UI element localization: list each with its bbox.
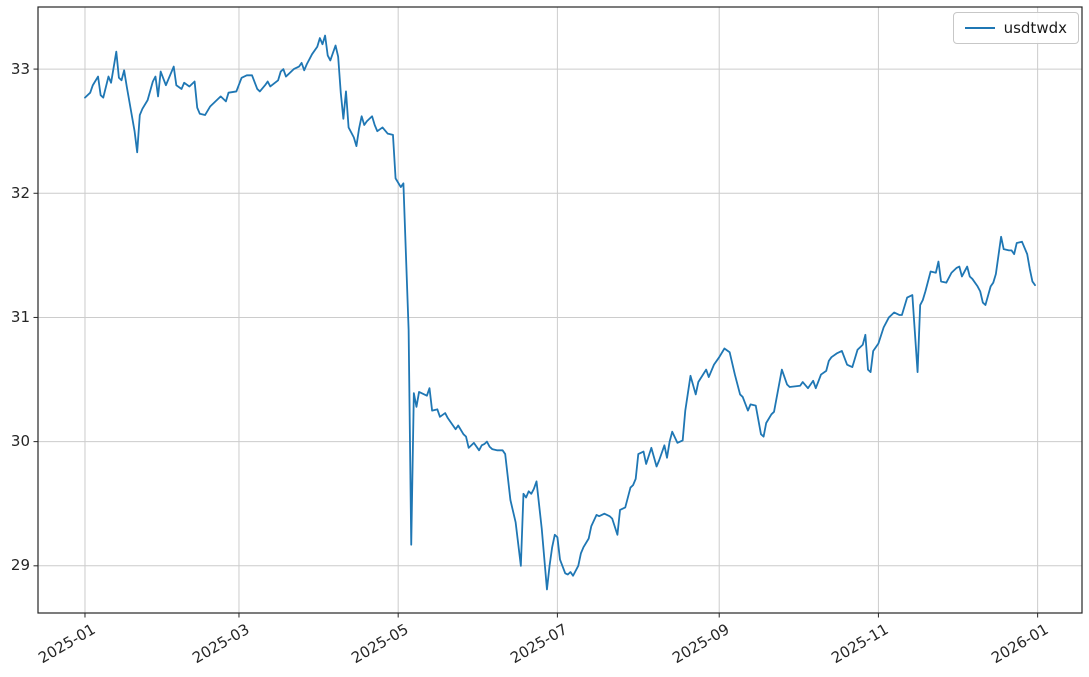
plot-border	[37, 6, 1083, 614]
legend-label: usdtwdx	[1003, 19, 1067, 37]
legend: usdtwdx	[952, 12, 1079, 44]
legend-line-swatch	[964, 27, 995, 29]
y-tick-label: 32	[10, 183, 30, 202]
y-tick-label: 31	[10, 307, 30, 326]
y-tick-label: 29	[10, 556, 30, 575]
y-tick-label: 30	[10, 432, 30, 451]
y-tick-label: 33	[10, 59, 30, 78]
series-line	[84, 34, 1036, 591]
